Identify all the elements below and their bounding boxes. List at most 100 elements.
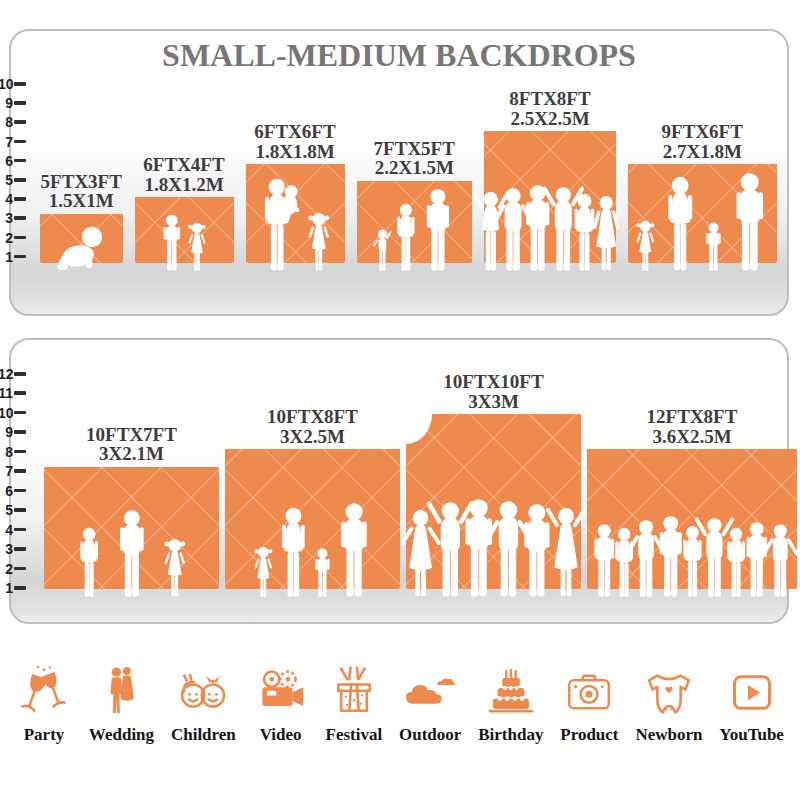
person-silhouette-toddler — [376, 229, 389, 272]
category-product: Product — [560, 664, 618, 745]
category-label: Children — [171, 725, 236, 745]
category-label: YouTube — [719, 725, 784, 745]
category-party: Party — [16, 664, 72, 745]
scale-number: 6 — [0, 483, 13, 499]
category-label: Festival — [326, 725, 383, 745]
wedding-icon — [93, 664, 149, 720]
person-silhouette-girl — [636, 220, 655, 272]
party-icon — [16, 664, 72, 720]
youtube-icon — [724, 664, 780, 720]
person-silhouette-man-akimbo — [767, 524, 794, 598]
scale-tick — [14, 567, 26, 571]
category-children: Children — [171, 664, 236, 745]
category-youtube: YouTube — [719, 664, 784, 745]
scale-number: 3 — [0, 541, 13, 557]
person-silhouette-girl — [164, 538, 186, 598]
category-label: Wedding — [89, 725, 154, 745]
people-silhouettes — [357, 31, 473, 272]
scale-number: 5 — [0, 502, 13, 518]
person-silhouette-boy — [162, 214, 182, 272]
scale-tick — [14, 508, 26, 512]
people-silhouettes — [225, 340, 400, 598]
category-video: Video — [253, 664, 309, 745]
person-silhouette-woman — [279, 508, 308, 598]
people-silhouettes — [587, 340, 797, 598]
scale-number: 7 — [0, 134, 13, 150]
scale-number: 1 — [0, 249, 13, 265]
scale-tick — [14, 372, 26, 376]
person-silhouette-woman — [78, 528, 100, 598]
category-birthday: Birthday — [478, 664, 543, 745]
person-silhouette-woman — [665, 177, 695, 272]
category-label: Video — [260, 725, 302, 745]
category-label: Outdoor — [399, 725, 461, 745]
scale-tick — [14, 528, 26, 532]
person-silhouette-man — [116, 510, 148, 598]
scale-number: 3 — [0, 210, 13, 226]
category-label: Newborn — [635, 725, 702, 745]
scale-tick — [14, 159, 26, 163]
person-silhouette-mother — [261, 179, 304, 272]
people-silhouettes — [406, 340, 581, 598]
scale-number: 6 — [0, 153, 13, 169]
category-outdoor: Outdoor — [399, 664, 461, 745]
person-silhouette-woman — [395, 204, 417, 272]
person-silhouette-man — [732, 173, 768, 272]
scale-tick — [14, 411, 26, 415]
scale-tick — [14, 140, 26, 144]
outdoor-icon — [402, 664, 458, 720]
scale-number: 2 — [0, 561, 13, 577]
panel-small-backdrops: SMALL-MEDIUM BACKDROPS 109876543215FTX3F… — [9, 29, 789, 316]
birthday-icon — [483, 664, 539, 720]
scale-number: 8 — [0, 444, 13, 460]
scale-tick — [14, 101, 26, 105]
people-silhouettes — [628, 31, 777, 272]
person-silhouette-girl — [254, 546, 273, 598]
category-label: Product — [560, 725, 618, 745]
scale-tick — [14, 216, 26, 220]
category-newborn: Newborn — [635, 664, 702, 745]
scale-tick — [14, 255, 26, 259]
scale-tick — [14, 236, 26, 240]
scale-tick — [14, 82, 26, 86]
newborn-icon — [641, 664, 697, 720]
scale-number: 8 — [0, 114, 13, 130]
scale-number: 9 — [0, 424, 13, 440]
person-silhouette-girl — [308, 212, 330, 272]
scale-tick — [14, 469, 26, 473]
scale-tick — [14, 547, 26, 551]
category-label: Party — [24, 725, 65, 745]
person-silhouette-man — [337, 503, 371, 598]
festival-icon — [326, 664, 382, 720]
scale-number: 12 — [0, 366, 13, 382]
scale-tick — [14, 489, 26, 493]
scale-number: 7 — [0, 463, 13, 479]
person-silhouette-boy — [314, 548, 331, 598]
scale-number: 9 — [0, 95, 13, 111]
children-icon — [175, 664, 231, 720]
scale-number: 11 — [0, 385, 13, 401]
scale-number: 10 — [0, 76, 13, 92]
scale-tick — [14, 586, 26, 590]
scale-tick — [14, 391, 26, 395]
person-silhouette-man — [423, 189, 453, 272]
person-silhouette-boy — [705, 222, 722, 272]
person-silhouette-dress — [591, 196, 621, 272]
scale-number: 10 — [0, 405, 13, 421]
category-row: Party Wedding Children Video Festival Outdoor… — [0, 664, 800, 745]
scale-number: 1 — [0, 580, 13, 596]
category-label: Birthday — [478, 725, 543, 745]
category-wedding: Wedding — [89, 664, 154, 745]
scale-number: 2 — [0, 230, 13, 246]
video-icon — [253, 664, 309, 720]
person-silhouette-dress-up — [548, 508, 584, 598]
category-festival: Festival — [326, 664, 383, 745]
panel-medium-backdrops: 12111098765432110FTX7FT3X2.1M10FTX8FT3X2… — [9, 338, 789, 624]
scale-number: 4 — [0, 522, 13, 538]
people-silhouettes — [40, 31, 123, 272]
product-icon — [561, 664, 617, 720]
person-silhouette-girl — [188, 222, 206, 272]
scale-tick — [14, 120, 26, 124]
person-silhouette-baby — [56, 226, 106, 272]
people-silhouettes — [44, 340, 219, 598]
